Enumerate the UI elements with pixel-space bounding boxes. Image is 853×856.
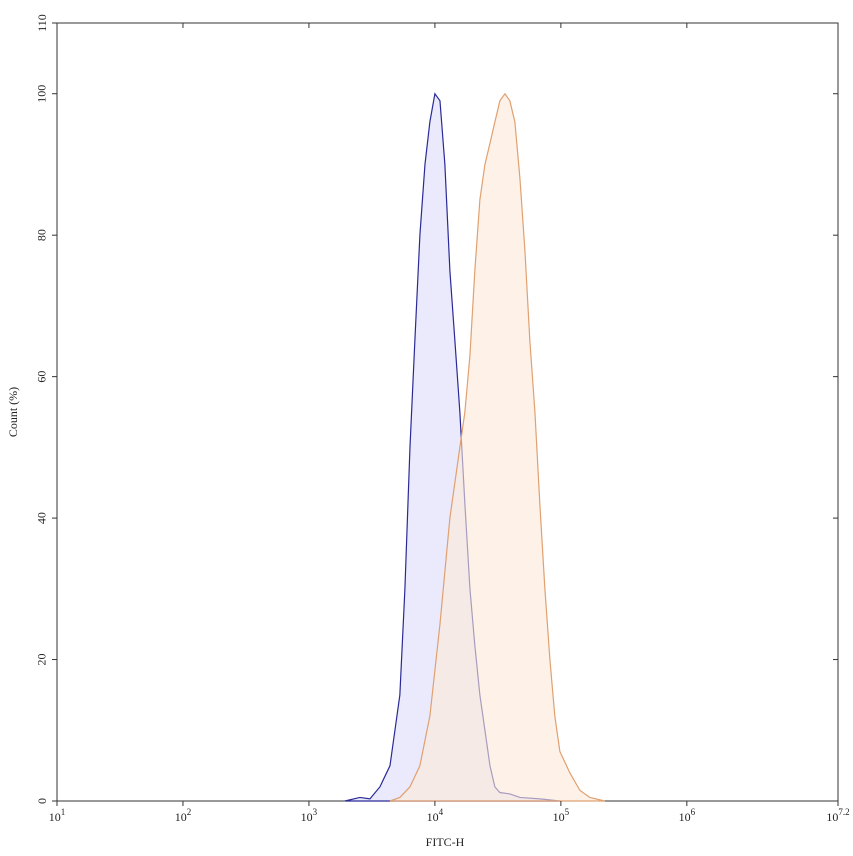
y-axis-label: Count (%) — [6, 387, 20, 437]
y-tick-label: 80 — [35, 229, 49, 241]
x-tick-label: 103 — [301, 807, 318, 824]
x-tick-label: 102 — [175, 807, 192, 824]
y-tick-label: 20 — [35, 654, 49, 666]
y-tick-label: 100 — [35, 85, 49, 103]
y-tick-label: 40 — [35, 512, 49, 524]
x-tick-label: 107.2 — [826, 807, 849, 824]
x-tick-label: 101 — [49, 807, 66, 824]
x-axis-label: FITC-H — [426, 835, 465, 849]
y-tick-label: 60 — [35, 371, 49, 383]
x-tick-label: 104 — [427, 807, 444, 824]
histogram-area — [389, 92, 605, 802]
x-tick-label: 106 — [679, 807, 696, 824]
y-tick-label: 0 — [35, 798, 49, 804]
y-tick-label: 110 — [35, 14, 49, 32]
x-tick-label: 105 — [553, 807, 570, 824]
